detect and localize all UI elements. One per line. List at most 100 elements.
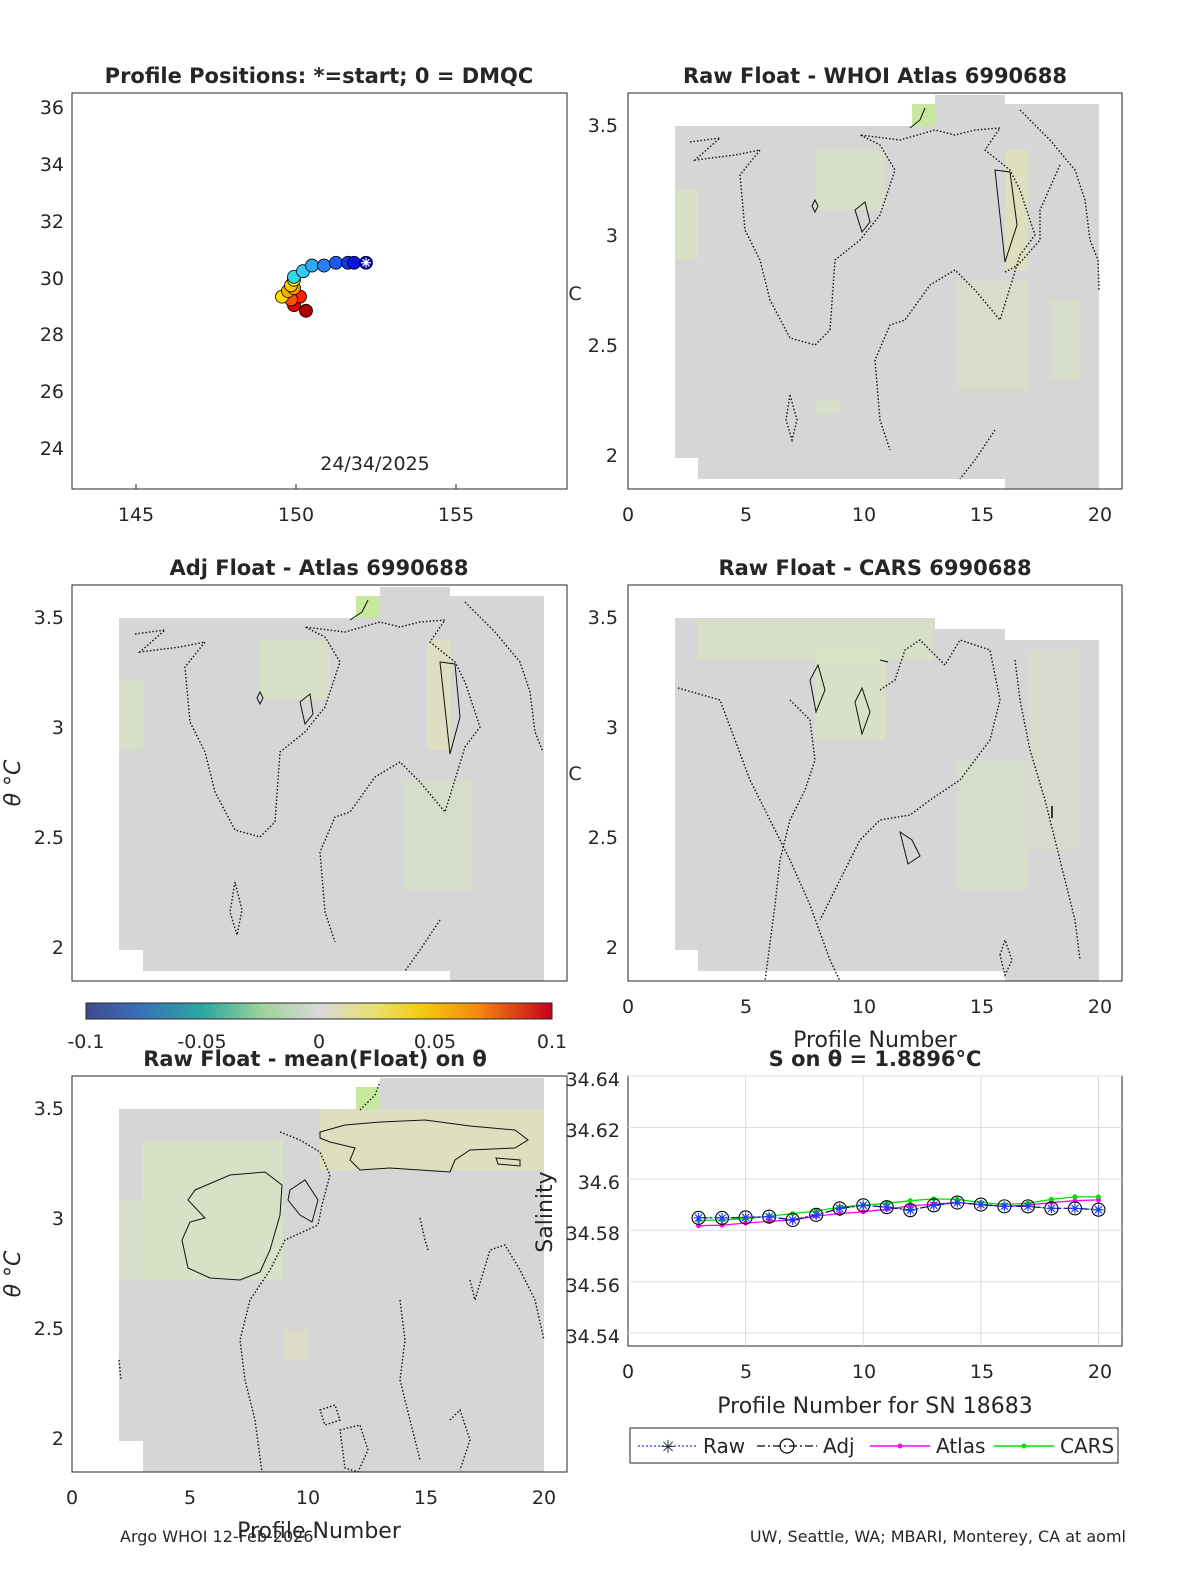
positions-y-tick: 32 [40,211,64,233]
adj-y-tick: 3 [52,717,64,739]
cars-xlabel: Profile Number [793,1028,958,1053]
legend-adj-label: Adj [823,1434,855,1458]
cars-y-tick: 3 [606,717,618,739]
profile-position-marker [329,255,343,270]
colorbar-tick: 0.05 [414,1031,456,1053]
salinity-y-tick: 34.56 [566,1275,620,1297]
whoi-x-tick: 10 [852,504,876,526]
whoi-ylabel-fragment: C [568,283,581,305]
legend-cars-label: CARS [1060,1434,1114,1458]
cars-x-tick: 0 [622,996,634,1018]
salinity-x-ticks: 0 5 10 15 20 [622,1361,1112,1383]
legend-atlas: Atlas [870,1434,985,1458]
salinity-point-adj [691,1210,706,1225]
whoi-y-tick: 3.5 [588,115,618,137]
positions-x-tick: 150 [278,504,314,526]
adj-y-tick: 2.5 [34,827,64,849]
adj-y-tick: 3.5 [34,607,64,629]
whoi-y-tick: 2 [606,445,618,467]
salinity-point-raw [1093,1204,1104,1215]
salinity-point-raw [811,1209,822,1220]
salinity-point-adj [903,1203,918,1218]
cars-ylabel-fragment: C [568,763,581,785]
salinity-y-ticks: 34.54 34.56 34.58 34.6 34.62 34.64 [566,1069,620,1348]
salinity-point-atlas [719,1222,725,1228]
salinity-point-adj [809,1207,824,1222]
mean-y-tick: 3 [52,1208,64,1230]
salinity-y-tick: 34.54 [566,1326,620,1348]
start-asterisk-icon [361,257,371,268]
salinity-panel: S on θ = 1.8896°C Salinity 0 5 10 15 20 … [533,1047,1123,1464]
colorbar: -0.1 -0.05 0 0.05 0.1 [67,1002,567,1053]
positions-y-tick: 36 [40,97,64,119]
mean-x-ticks: 0 5 10 15 20 [66,1487,556,1509]
salinity-y-tick: 34.64 [566,1069,620,1091]
legend-atlas-label: Atlas [936,1434,985,1458]
salinity-point-adj [926,1198,941,1213]
cars-x-ticks: 0 5 10 15 20 [622,996,1112,1018]
whoi-x-tick: 5 [740,504,752,526]
colorbar-tick: -0.1 [67,1031,104,1053]
mean-x-tick: 20 [532,1487,556,1509]
mean-section [118,1078,545,1472]
footer-left: Argo WHOI 12-Feb-2026 [120,1527,313,1546]
salinity-point-raw [928,1200,939,1211]
salinity-point-raw [834,1203,845,1214]
cars-title: Raw Float - CARS 6990688 [718,556,1031,580]
salinity-point-raw [1046,1203,1057,1214]
salinity-point-raw [717,1212,728,1223]
cars-panel: Raw Float - CARS 6990688 C 0 5 10 15 [568,556,1123,1053]
profile-position-marker [317,258,331,273]
positions-y-tick: 24 [40,438,64,460]
salinity-point-cars [1095,1194,1101,1200]
colorbar-tick: 0.1 [537,1031,567,1053]
cars-x-tick: 5 [740,996,752,1018]
mean-xlabel: Profile Number [237,1519,402,1544]
salinity-point-raw [858,1200,869,1211]
atlas-marker-icon [897,1443,903,1449]
salinity-point-raw [1069,1203,1080,1214]
salinity-point-adj [973,1197,988,1212]
mean-y-tick: 2.5 [34,1318,64,1340]
positions-markers [275,255,373,318]
positions-y-tick: 26 [40,381,64,403]
salinity-y-tick: 34.58 [566,1223,620,1245]
salinity-point-cars [1048,1196,1054,1202]
cars-y-tick: 2 [606,937,618,959]
mean-title: Raw Float - mean(Float) on θ [143,1047,487,1071]
salinity-point-raw [881,1202,892,1213]
legend-raw: ✳ Raw [638,1434,745,1458]
cars-x-tick: 20 [1088,996,1112,1018]
adj-y-tick: 2 [52,937,64,959]
salinity-point-raw [999,1201,1010,1212]
salinity-ylabel: Salinity [533,1171,558,1252]
salinity-point-cars [1072,1194,1078,1200]
salinity-x-tick: 10 [852,1361,876,1383]
mean-y-tick: 2 [52,1428,64,1450]
positions-x-ticks: 145 150 155 [118,484,474,526]
cars-marker-icon [1021,1443,1027,1449]
footer-right: UW, Seattle, WA; MBARI, Monterey, CA at … [750,1527,1126,1546]
adj-ylabel: θ °C [1,759,26,806]
salinity-x-tick: 5 [740,1361,752,1383]
adj-y-ticks: 2 2.5 3 3.5 [34,607,64,959]
salinity-point-adj [832,1201,847,1216]
colorbar-tick: 0 [313,1031,325,1053]
positions-date-annotation: 24/34/2025 [320,453,430,475]
salinity-x-tick: 15 [970,1361,994,1383]
legend-cars: CARS [994,1434,1114,1458]
adj-section [119,587,544,981]
whoi-y-tick: 2.5 [588,335,618,357]
positions-y-tick: 28 [40,324,64,346]
salinity-x-tick: 0 [622,1361,634,1383]
whoi-x-tick: 20 [1088,504,1112,526]
cars-section [675,618,1099,981]
salinity-series [691,1194,1106,1229]
whoi-panel: Raw Float - WHOI Atlas 6990688 C 0 5 [568,64,1123,526]
whoi-y-ticks: 2 2.5 3 3.5 [588,115,618,467]
salinity-xlabel: Profile Number for SN 18683 [717,1394,1032,1419]
mean-ylabel: θ °C [1,1250,26,1297]
cars-x-tick: 10 [852,996,876,1018]
whoi-x-ticks: 0 5 10 15 20 [622,504,1112,526]
whoi-x-tick: 15 [970,504,994,526]
